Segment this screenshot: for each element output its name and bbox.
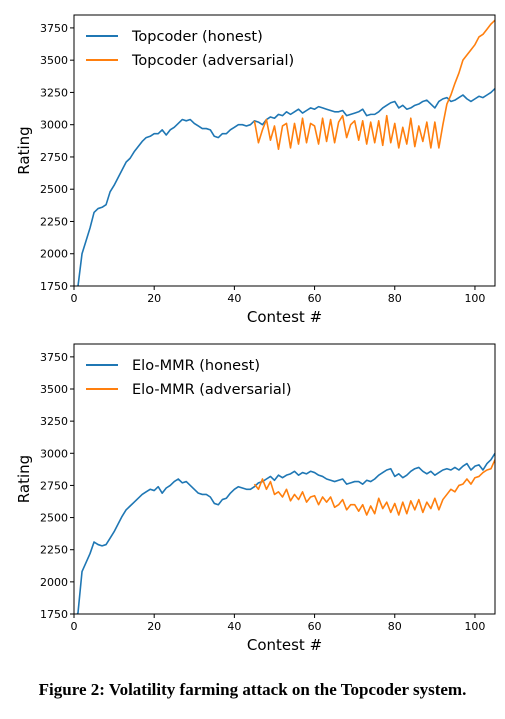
legend: Topcoder (honest) Topcoder (adversarial): [86, 29, 294, 69]
y-tick-label: 3750: [40, 22, 68, 35]
x-tick-label: 100: [464, 620, 485, 633]
x-tick-label: 60: [308, 292, 322, 305]
x-tick-label: 100: [464, 292, 485, 305]
y-tick-label: 1750: [40, 280, 68, 293]
y-tick-label: 2250: [40, 544, 68, 557]
series-line-adversarial: [253, 19, 495, 151]
figure-caption: Figure 2: Volatility farming attack on t…: [38, 680, 467, 699]
y-tick-label: 2000: [40, 576, 68, 589]
y-tick-label: 2750: [40, 151, 68, 164]
y-tick-label: 3000: [40, 447, 68, 460]
series-line-honest: [77, 87, 495, 286]
x-tick-label: 40: [227, 620, 241, 633]
series-line-honest: [76, 452, 495, 614]
y-tick-label: 1750: [40, 608, 68, 621]
y-tick-label: 2750: [40, 479, 68, 492]
y-tick-label: 3250: [40, 86, 68, 99]
legend-label: Topcoder (adversarial): [131, 53, 294, 69]
y-axis-label: Rating: [15, 455, 33, 503]
x-tick-label: 20: [147, 620, 161, 633]
y-tick-label: 3500: [40, 383, 68, 396]
y-tick-label: 3750: [40, 351, 68, 364]
y-tick-label: 3250: [40, 415, 68, 428]
y-tick-label: 2500: [40, 512, 68, 525]
x-tick-label: 60: [308, 620, 322, 633]
x-axis-label: Contest #: [247, 308, 322, 326]
chart-panel-2: 0 20 40 60 80 100 1750 2000 2250 2500 2750 3000 3250…: [15, 343, 496, 654]
y-tick-label: 2500: [40, 183, 68, 196]
x-tick-label: 40: [227, 292, 241, 305]
y-tick-label: 2000: [40, 248, 68, 261]
x-tick-label: 80: [388, 620, 402, 633]
x-axis-label: Contest #: [247, 636, 322, 654]
plot-frame: [73, 14, 496, 287]
legend-label: Topcoder (honest): [131, 29, 263, 45]
x-tick-label: 80: [388, 292, 402, 305]
y-tick-label: 3000: [40, 119, 68, 132]
x-tick-label: 20: [147, 292, 161, 305]
chart-panel-1: 0 20 40 60 80 100 1750 2000 2250 2500 2750 3000 3250…: [15, 14, 496, 326]
legend-label: Elo-MMR (honest): [132, 358, 260, 374]
x-tick-label: 0: [71, 620, 78, 633]
x-tick-label: 0: [71, 292, 78, 305]
y-axis-label: Rating: [15, 126, 33, 174]
y-tick-label: 2250: [40, 215, 68, 228]
series-line-adversarial: [253, 459, 495, 516]
legend: Elo-MMR (honest) Elo-MMR (adversarial): [86, 358, 291, 398]
y-tick-label: 3500: [40, 54, 68, 67]
plot-frame: [73, 343, 496, 615]
legend-label: Elo-MMR (adversarial): [132, 382, 291, 398]
